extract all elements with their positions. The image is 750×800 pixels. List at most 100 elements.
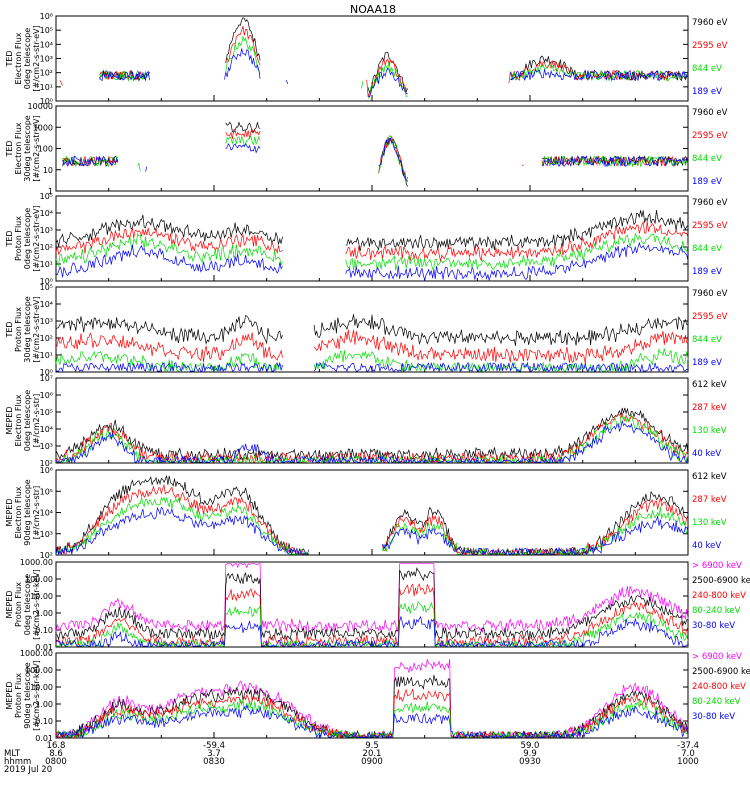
ylabel-line: Proton Flux <box>14 673 23 718</box>
series-trace-189-ev <box>62 137 689 181</box>
series-trace-240-800-kev <box>55 583 689 648</box>
y-tick-label: 10² <box>40 243 53 252</box>
panel-frame <box>55 561 689 648</box>
series-trace-189-ev <box>99 48 689 98</box>
series-trace-2595-ev <box>55 220 689 262</box>
y-tick-label: 100.00 <box>25 666 53 675</box>
ylabel-line: TED <box>5 140 14 157</box>
y-tick-label: 10² <box>40 334 53 343</box>
series-trace-189-ev <box>55 241 689 282</box>
legend-entry: 612 keV <box>692 380 727 390</box>
legend-entry: 2500-6900 keV <box>692 667 750 677</box>
panel-ylabel: MEPEDProton Flux90deg telescope[#/cm2-s-… <box>5 660 41 731</box>
ylabel-line: Proton Flux <box>14 582 23 627</box>
ylabel-line: Electron Flux <box>14 394 23 446</box>
legend-entry: 2595 eV <box>692 221 728 231</box>
legend-entry: 844 eV <box>692 64 722 74</box>
panel-1: 10⁰ 10¹ 10² 10³ 10⁴ 10⁵ 10⁶ TEDElectron Flux0de… <box>5 12 728 106</box>
series-trace-612-kev <box>55 475 689 556</box>
legend-entry: 80-240 keV <box>692 697 741 707</box>
series-trace-189-ev <box>55 361 689 373</box>
series-trace-844-ev <box>55 348 689 373</box>
ylabel-line: 0deg telescope <box>23 390 32 451</box>
ylabel-line: [#/cm2-s-str-keV] <box>32 569 41 640</box>
legend-entry: 189 eV <box>692 177 722 187</box>
y-tick-label: 1000.00 <box>20 649 53 658</box>
x-tick-hhmm: 0930 <box>519 757 541 767</box>
x-tick-mlt: 20.1 <box>363 749 382 759</box>
y-tick-label: 10³ <box>40 442 53 451</box>
ylabel-line: 0deg telescope <box>23 208 32 269</box>
legend-entry: 2595 eV <box>692 312 728 322</box>
legend-entry: 30-80 keV <box>692 712 735 722</box>
ylabel-line: Electron Flux <box>14 486 23 538</box>
ylabel-line: 0deg telescope <box>23 28 32 89</box>
y-tick-label: 10⁵ <box>40 408 53 417</box>
panel-8: 0.01 0.10 1.00 10.00 100.00 1000.00 MEPEDProto… <box>5 649 750 743</box>
panel-4: 10⁰ 10¹ 10² 10³ 10⁴ 10⁵ TEDProton Flux30deg te… <box>5 283 728 377</box>
series-trace-130-kev <box>56 413 689 464</box>
ylabel-line: [#/cm2-s-str-eV] <box>32 115 41 181</box>
ylabel-line: [#/cm2-s-str-eV] <box>32 25 41 91</box>
y-tick-label: 10¹ <box>40 83 53 92</box>
series-trace-2595-ev <box>62 128 689 182</box>
panel-frame <box>55 105 689 192</box>
x-tick-mlt: 8.6 <box>49 749 63 759</box>
y-tick-label: 10³ <box>40 55 53 64</box>
ylabel-line: TED <box>5 230 14 247</box>
x-tick-lat: -59.4 <box>203 741 225 751</box>
legend-entry: 612 keV <box>692 472 727 482</box>
y-tick-label: 10⁶ <box>40 391 53 400</box>
series-trace-7960-ev <box>99 17 689 94</box>
y-tick-label: 10⁴ <box>40 40 53 49</box>
legend-entry: 130 keV <box>692 518 727 528</box>
y-tick-label: 10⁴ <box>40 300 53 309</box>
y-tick-label: 10³ <box>40 530 53 539</box>
legend-entry: 7960 eV <box>692 289 728 299</box>
figure-title: NOAA18 <box>350 3 396 16</box>
series-trace-2595-ev <box>59 25 689 97</box>
ylabel-line: [#/cm2-s-str-keV] <box>32 660 41 731</box>
ylabel-line: Proton Flux <box>14 216 23 261</box>
y-tick-label: 0.01 <box>35 643 53 652</box>
y-tick-label: 10⁵ <box>40 192 53 201</box>
ylabel-line: Electron Flux <box>14 122 23 174</box>
series-trace-7960-ev <box>55 210 689 252</box>
series-trace-30-80-kev <box>55 704 689 739</box>
ylabel-line: MEPED <box>5 591 14 619</box>
y-tick-label: 10.00 <box>30 683 53 692</box>
legend-entry: > 6900 keV <box>692 561 742 571</box>
series-trace-844-ev <box>62 134 689 183</box>
y-tick-label: 10⁰ <box>40 97 53 106</box>
series-trace-40-kev <box>55 420 689 464</box>
y-tick-label: 10.00 <box>30 592 53 601</box>
series-trace-612-kev <box>55 407 689 463</box>
x-tick-hhmm: 0900 <box>361 757 383 767</box>
ylabel-line: TED <box>5 321 14 338</box>
legend-entry: 844 eV <box>692 244 722 254</box>
series-trace-844-ev <box>55 232 689 271</box>
x-tick-lat: 59.0 <box>521 741 540 751</box>
legend-entry: 30-80 keV <box>692 621 735 631</box>
x-tick-lat: -37.4 <box>677 741 699 751</box>
y-tick-label: 10000 <box>28 102 53 111</box>
x-row-label: MLT <box>4 749 21 759</box>
y-tick-label: 10¹ <box>40 260 53 269</box>
y-tick-label: 10³ <box>40 226 53 235</box>
legend-entry: 7960 eV <box>692 108 728 118</box>
panel-ylabel: MEPEDElectron Flux90deg telescope[#/cm2-… <box>5 479 41 546</box>
y-tick-label: 10² <box>40 551 53 560</box>
legend-entry: 130 keV <box>692 426 727 436</box>
legend-entry: 2595 eV <box>692 41 728 51</box>
series-trace-287-kev <box>55 484 689 556</box>
y-tick-label: 10⁵ <box>40 26 53 35</box>
series-trace-2595-ev <box>55 329 689 364</box>
x-tick-mlt: 3.7 <box>207 749 221 759</box>
legend-entry: 287 keV <box>692 403 727 413</box>
panel-ylabel: MEPEDElectron Flux0deg telescope[#/cm2-s… <box>5 390 41 451</box>
ylabel-line: 90deg telescope <box>23 662 32 729</box>
y-tick-label: 10⁶ <box>40 12 53 21</box>
y-tick-label: 100 <box>38 145 53 154</box>
ylabel-line: MEPED <box>5 407 14 435</box>
ylabel-line: MEPED <box>5 682 14 710</box>
